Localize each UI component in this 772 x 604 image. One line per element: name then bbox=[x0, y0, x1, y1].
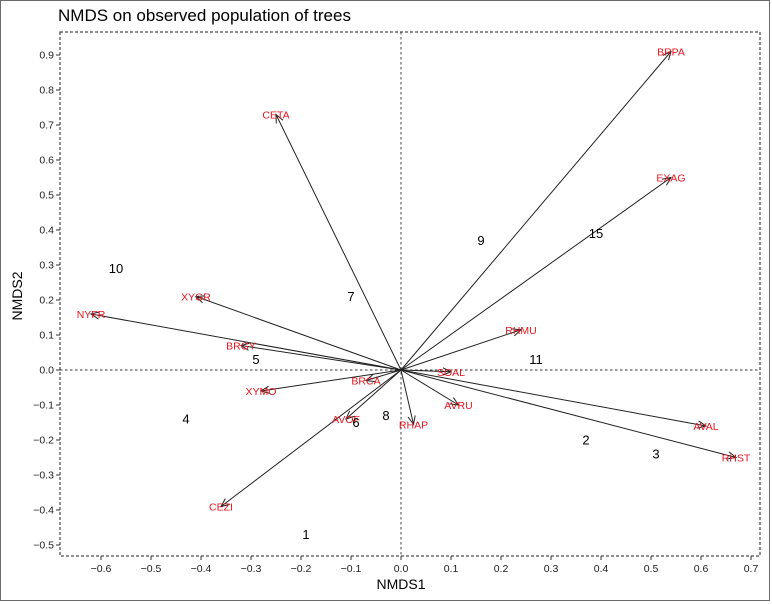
species-label-cezi: CEZI bbox=[209, 502, 233, 514]
arrowhead-ceta bbox=[275, 113, 284, 124]
species-label-xygr: XYGR bbox=[181, 292, 211, 304]
species-arrow-brpa bbox=[400, 51, 672, 371]
species-arrow-avof bbox=[345, 369, 402, 420]
x-tick-label: 0.3 bbox=[544, 563, 559, 575]
site-label-5: 5 bbox=[252, 352, 259, 367]
x-tick-label: 0.0 bbox=[394, 563, 409, 575]
y-tick-label: 0.7 bbox=[39, 120, 54, 132]
chart-title: NMDS on observed population of trees bbox=[58, 6, 351, 25]
arrowhead-aval bbox=[697, 420, 708, 429]
site-label-10: 10 bbox=[109, 261, 123, 276]
species-label-aval: AVAL bbox=[693, 421, 718, 433]
species-label-exag: EXAG bbox=[656, 173, 685, 185]
site-label-8: 8 bbox=[382, 408, 389, 423]
site-label-11: 11 bbox=[529, 352, 543, 367]
species-arrow-cezi bbox=[220, 369, 402, 507]
species-label-brgy: BRGY bbox=[226, 341, 256, 353]
arrowhead-exag bbox=[662, 176, 672, 186]
site-label-9: 9 bbox=[477, 233, 484, 248]
arrowhead-avof bbox=[345, 410, 355, 420]
arrowhead-avru bbox=[449, 397, 460, 406]
site-label-4: 4 bbox=[182, 412, 189, 427]
site-label-6: 6 bbox=[352, 415, 359, 430]
arrowhead-xymo bbox=[259, 385, 270, 394]
x-tick-label: −0.1 bbox=[341, 563, 362, 575]
y-tick-label: −0.4 bbox=[33, 505, 54, 517]
species-arrow-avru bbox=[400, 369, 459, 406]
site-label-7: 7 bbox=[347, 289, 354, 304]
y-tick-label: 0.0 bbox=[39, 365, 54, 377]
species-arrow-nyfr bbox=[90, 313, 402, 371]
species-label-rhst: RHST bbox=[722, 453, 751, 465]
site-label-15: 15 bbox=[589, 226, 603, 241]
species-arrow-rhap bbox=[400, 369, 414, 425]
arrowhead-rhst bbox=[727, 451, 738, 460]
x-tick-label: −0.5 bbox=[141, 563, 162, 575]
x-tick-label: 0.2 bbox=[494, 563, 509, 575]
site-label-3: 3 bbox=[652, 447, 659, 462]
x-tick-label: 0.5 bbox=[644, 563, 659, 575]
plot-marks: −0.6 −0.5 −0.4 −0.3 −0.2 −0.1 0.0 0.1 0.2 0.3 0.4 0… bbox=[33, 32, 760, 575]
species-arrow-ceta bbox=[275, 114, 402, 371]
species-label-ceta: CETA bbox=[262, 110, 289, 122]
x-tick-label: 0.1 bbox=[444, 563, 459, 575]
y-axis-label: NMDS2 bbox=[9, 271, 25, 320]
arrowhead-rhap bbox=[407, 415, 416, 426]
arrowhead-soal bbox=[442, 367, 453, 376]
species-arrow-aval bbox=[400, 369, 707, 427]
species-label-xymo: XYMO bbox=[246, 386, 277, 398]
species-arrow-xymo bbox=[260, 369, 402, 392]
species-label-avru: AVRU bbox=[444, 400, 472, 412]
species-arrow-soal bbox=[400, 369, 452, 373]
species-arrow-exag bbox=[400, 177, 672, 371]
species-arrow-rhst bbox=[400, 369, 737, 458]
arrowhead-xygr bbox=[194, 295, 206, 304]
x-tick-label: −0.3 bbox=[241, 563, 262, 575]
site-label-1: 1 bbox=[302, 527, 309, 542]
species-label-soal: SOAL bbox=[437, 367, 465, 379]
y-tick-label: 0.5 bbox=[39, 190, 54, 202]
arrowhead-brpa bbox=[662, 50, 672, 61]
species-label-rhmu: RHMU bbox=[505, 325, 537, 337]
y-tick-label: 0.9 bbox=[39, 50, 54, 62]
y-tick-label: 0.1 bbox=[39, 330, 54, 342]
y-tick-label: 0.4 bbox=[39, 225, 54, 237]
species-label-brpa: BRPA bbox=[657, 47, 685, 59]
x-tick-label: 0.6 bbox=[694, 563, 709, 575]
species-arrow-brca bbox=[365, 369, 402, 381]
arrowhead-nyfr bbox=[89, 311, 100, 320]
species-arrow-rhmu bbox=[400, 329, 522, 371]
arrowhead-brgy bbox=[239, 342, 250, 351]
species-arrow-xygr bbox=[195, 296, 402, 371]
arrowhead-rhmu bbox=[511, 328, 523, 337]
plot-panel bbox=[59, 31, 761, 557]
arrowhead-cezi bbox=[220, 498, 230, 508]
x-tick-label: −0.2 bbox=[291, 563, 312, 575]
y-tick-label: −0.5 bbox=[33, 540, 54, 552]
y-tick-label: 0.6 bbox=[39, 155, 54, 167]
x-axis-label: NMDS1 bbox=[376, 576, 425, 592]
x-tick-label: 0.7 bbox=[744, 563, 759, 575]
species-label-nyfr: NYFR bbox=[77, 309, 106, 321]
y-tick-label: 0.3 bbox=[39, 260, 54, 272]
y-tick-label: −0.3 bbox=[33, 470, 54, 482]
species-label-brca: BRCA bbox=[351, 376, 380, 388]
y-tick-label: 0.2 bbox=[39, 295, 54, 307]
x-tick-label: −0.6 bbox=[91, 563, 112, 575]
x-tick-label: 0.4 bbox=[594, 563, 609, 575]
y-tick-label: −0.2 bbox=[33, 435, 54, 447]
species-arrow-brgy bbox=[240, 345, 402, 371]
arrowhead-brca bbox=[364, 374, 375, 383]
x-tick-label: −0.4 bbox=[191, 563, 212, 575]
y-tick-label: 0.8 bbox=[39, 85, 54, 97]
species-label-rhap: RHAP bbox=[399, 419, 428, 431]
species-label-avof: AVOF bbox=[332, 414, 360, 426]
site-label-2: 2 bbox=[582, 433, 589, 448]
y-tick-label: −0.1 bbox=[33, 400, 54, 412]
